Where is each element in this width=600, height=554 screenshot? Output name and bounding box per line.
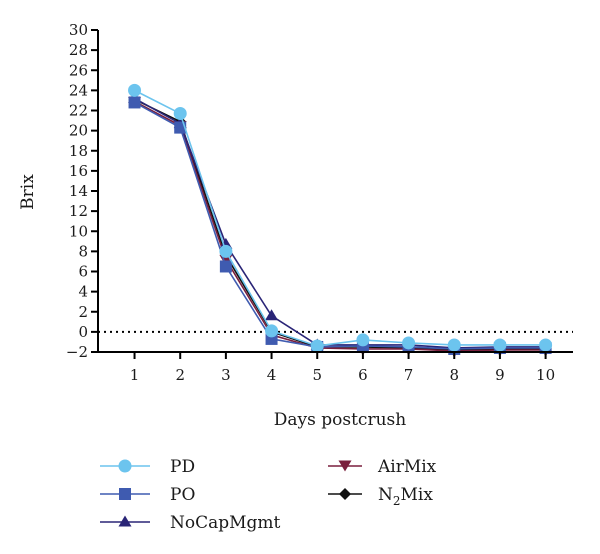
legend-label-po: PO: [170, 485, 195, 505]
legend-marker-nocapmgmt: [118, 515, 132, 527]
legend-marker-pd: [118, 459, 132, 473]
legend-label-n2mix-tail: Mix: [401, 485, 434, 505]
legend-marker-n2mix: [339, 488, 351, 500]
legend-label-n2mix-main: N: [378, 485, 393, 505]
y-tick-label: 14: [69, 182, 88, 200]
data-point-pd: [493, 338, 507, 352]
legend-item-airmix: AirMix: [328, 457, 437, 477]
series-line-airmix: [134, 100, 546, 352]
legend-item-pd: PD: [100, 457, 195, 477]
data-point-pd: [447, 338, 461, 352]
x-tick-label: 6: [358, 366, 368, 384]
data-point-pd: [539, 338, 553, 352]
legend-marker-airmix: [338, 460, 352, 472]
x-tick-label: 10: [536, 366, 555, 384]
x-tick-label: 5: [312, 366, 322, 384]
y-tick-label: 12: [69, 202, 88, 220]
y-tick-label: 22: [69, 102, 88, 120]
legend-label-n2mix-sub: 2: [393, 494, 401, 508]
data-point-pd: [173, 107, 187, 121]
data-point-pd: [219, 244, 233, 258]
y-tick-label: 24: [69, 81, 88, 99]
x-tick-label: 3: [221, 366, 231, 384]
x-tick-label: 8: [449, 366, 459, 384]
y-tick-label: 20: [69, 122, 88, 140]
y-tick-label: 0: [78, 323, 88, 341]
legend-label-nocapmgmt: NoCapMgmt: [170, 513, 281, 533]
y-tick-label: 10: [69, 222, 88, 240]
data-point-pd: [310, 339, 324, 353]
plot-area: [98, 83, 573, 358]
legend-item-n2mix: N2Mix: [328, 485, 433, 508]
data-point-pd: [402, 336, 416, 350]
y-tick-label: 6: [78, 263, 88, 281]
series-line-po: [134, 101, 546, 350]
y-tick-label: 8: [78, 242, 88, 260]
series-line-pd: [134, 89, 546, 347]
series-pd: [128, 83, 553, 353]
legend: PD PO NoCapMgmt AirMix N2Mix: [100, 457, 437, 533]
y-tick-label: 26: [69, 61, 88, 79]
data-point-pd: [128, 83, 142, 97]
y-axis-label: Brix: [18, 174, 38, 210]
y-tick-label: −2: [66, 343, 88, 361]
y-tick-label: 30: [69, 21, 88, 39]
series-n2mix: [128, 93, 552, 356]
legend-item-po: PO: [100, 485, 195, 505]
data-point-po: [128, 96, 141, 109]
y-tick-label: 28: [69, 41, 88, 59]
series-nocapmgmt: [128, 91, 553, 353]
y-tick-label: 18: [69, 142, 88, 160]
legend-label-n2mix: N2Mix: [378, 485, 433, 508]
series-po: [128, 96, 552, 355]
x-tick-label: 4: [267, 366, 277, 384]
data-point-nocapmgmt: [265, 309, 279, 321]
data-point-pd: [356, 333, 370, 347]
x-axis-label: Days postcrush: [274, 410, 406, 430]
series-airmix: [128, 96, 553, 358]
legend-item-nocapmgmt: NoCapMgmt: [100, 513, 281, 533]
x-tick-label: 1: [130, 366, 140, 384]
data-point-po: [219, 260, 232, 273]
legend-label-pd: PD: [170, 457, 195, 477]
data-point-pd: [265, 324, 279, 338]
legend-marker-po: [119, 488, 131, 500]
series-line-n2mix: [134, 98, 546, 351]
y-tick-label: 2: [78, 303, 88, 321]
x-tick-label: 2: [175, 366, 185, 384]
x-tick-label: 9: [495, 366, 505, 384]
x-tick-label: 7: [404, 366, 414, 384]
series-line-nocapmgmt: [134, 97, 546, 349]
legend-label-airmix: AirMix: [377, 457, 437, 477]
y-tick-label: 4: [78, 283, 88, 301]
y-tick-label: 16: [69, 162, 88, 180]
